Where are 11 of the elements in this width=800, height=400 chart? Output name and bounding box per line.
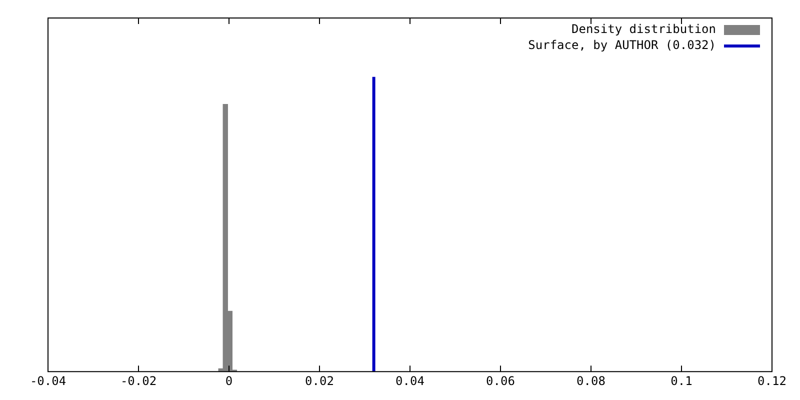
x-tick-label: -0.04 (30, 374, 66, 388)
x-tick-label: 0.08 (576, 374, 606, 388)
x-tick-label: 0.02 (305, 374, 334, 388)
x-tick-label: 0.12 (758, 374, 786, 388)
x-tick-label: 0.06 (486, 374, 515, 388)
x-tick-label: -0.02 (120, 374, 157, 388)
x-tick-label: 0 (225, 374, 233, 388)
legend-label: Surface, by AUTHOR (0.032) (528, 38, 716, 52)
x-tick-label: 0.04 (396, 374, 424, 388)
legend-label: Density distribution (572, 22, 716, 36)
x-tick-label: 0.1 (670, 374, 692, 388)
